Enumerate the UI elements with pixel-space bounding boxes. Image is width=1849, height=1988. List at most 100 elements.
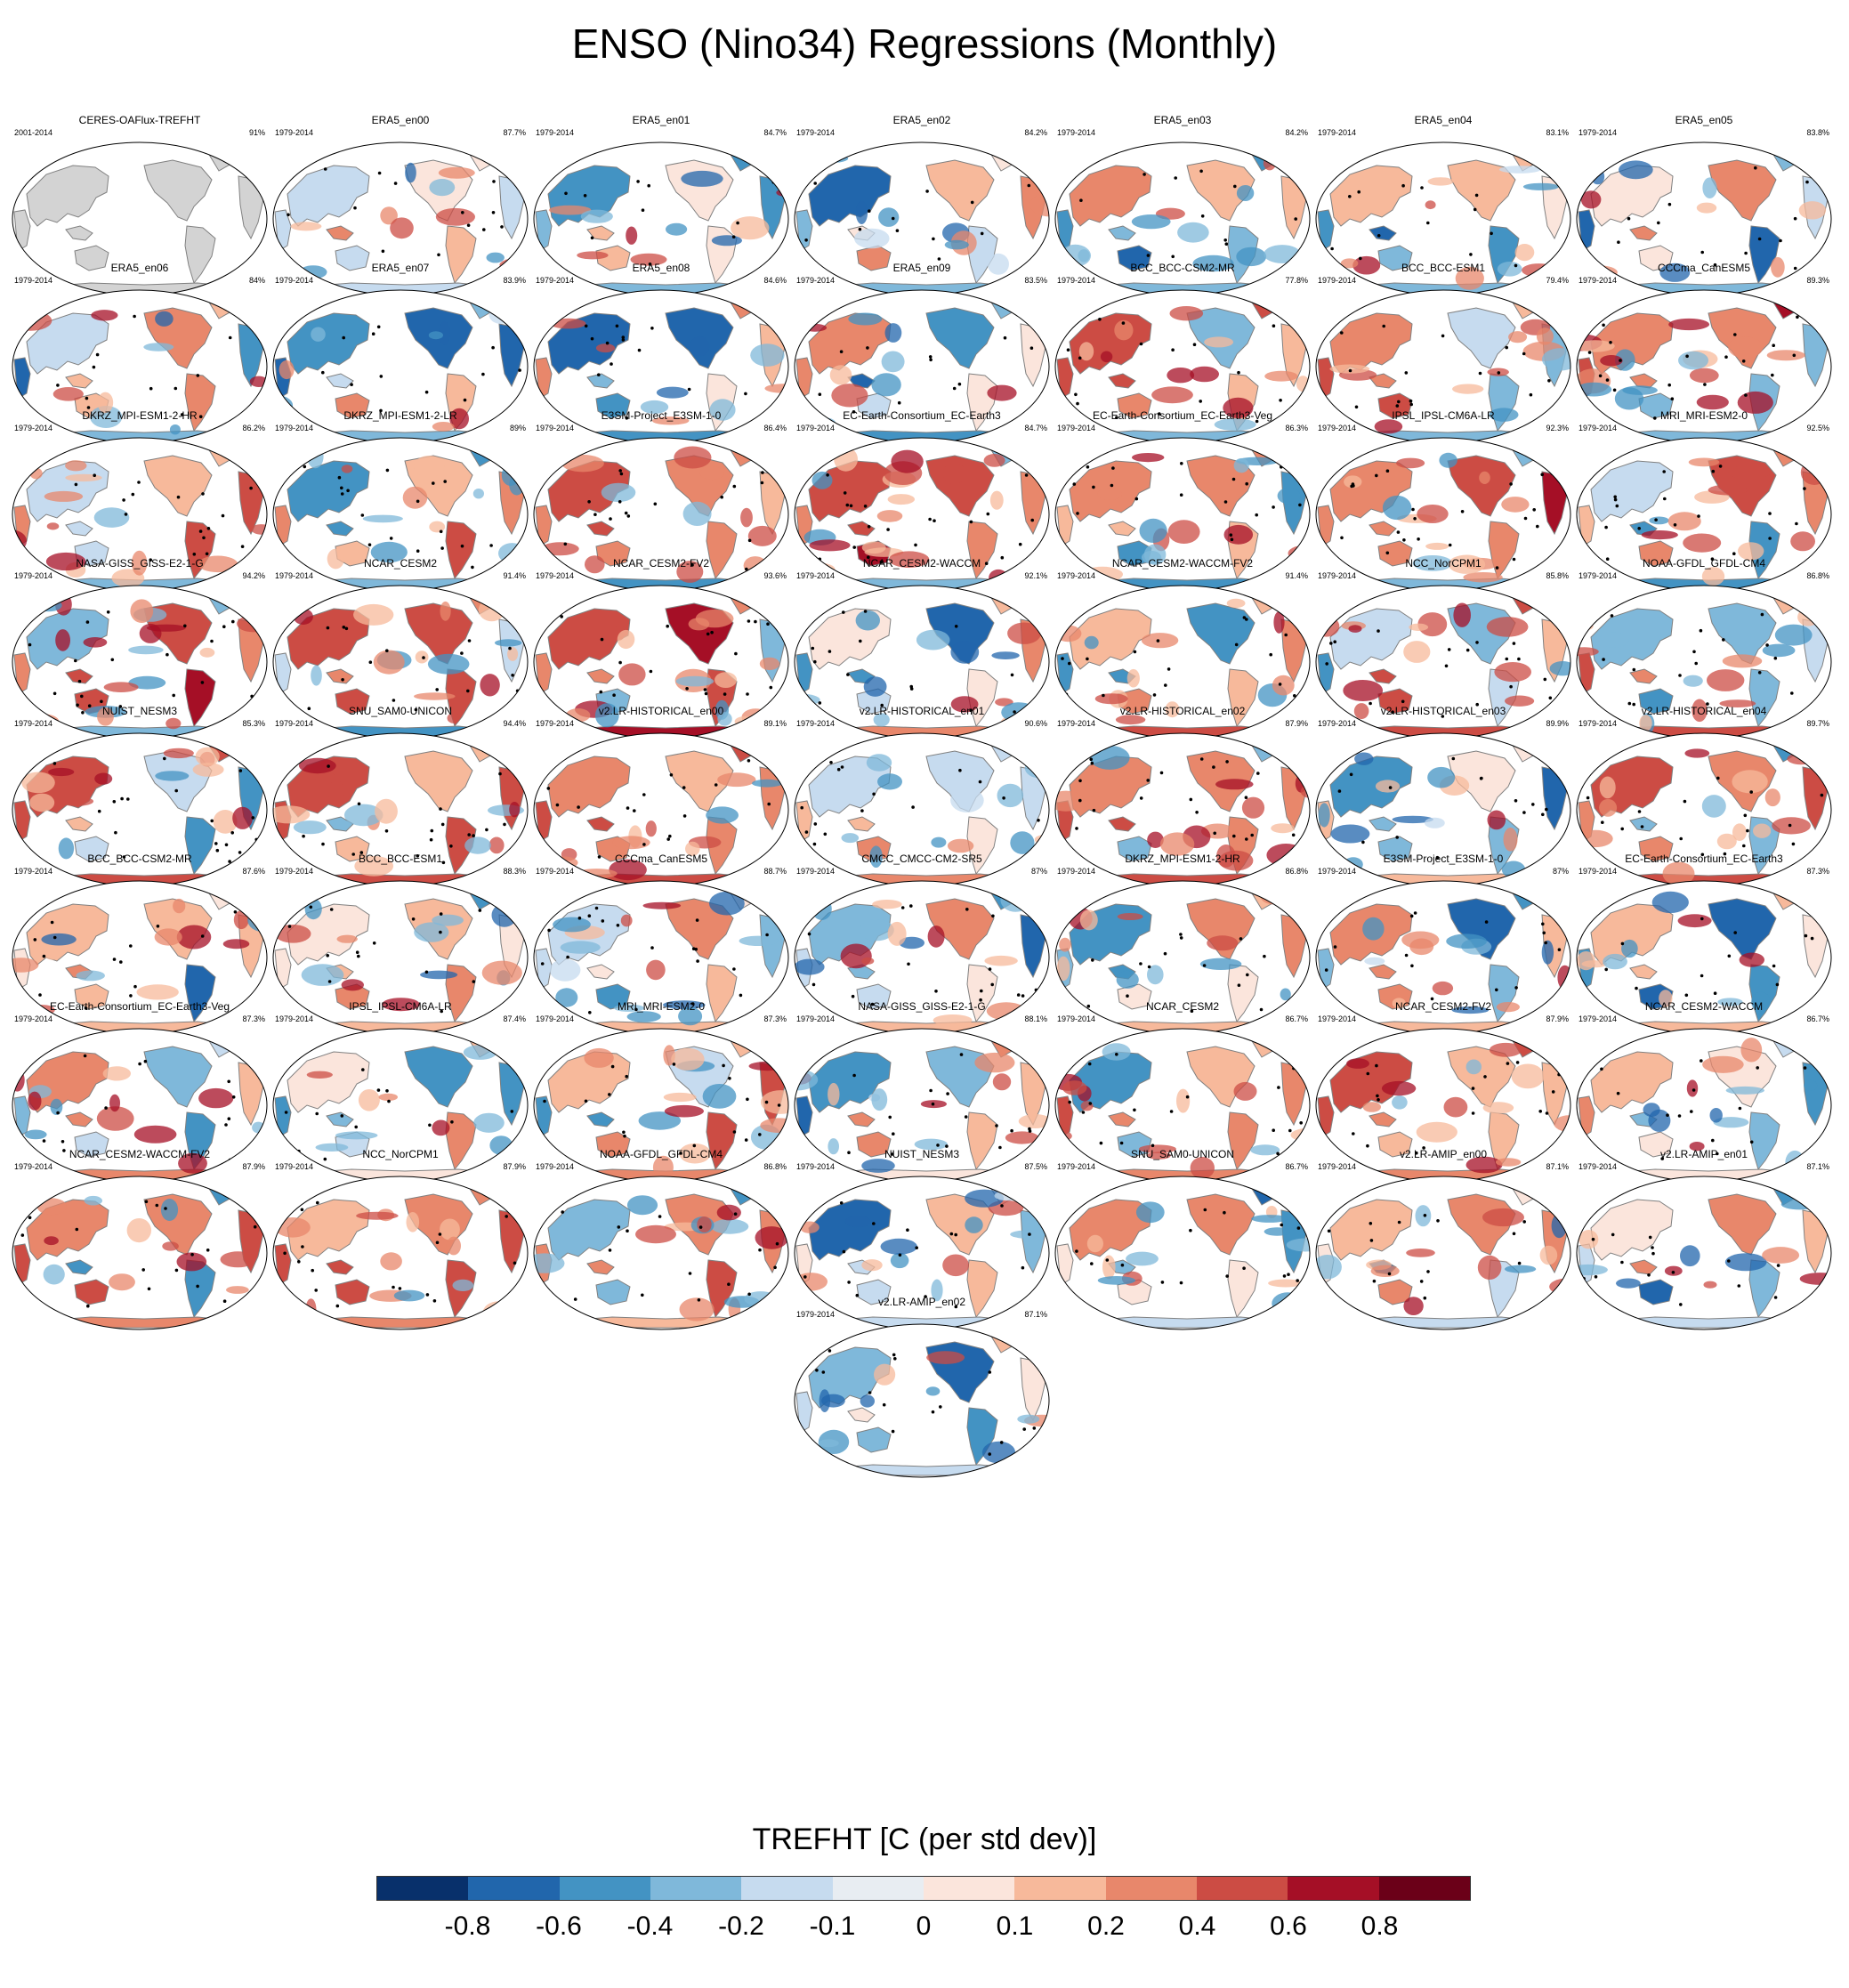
- shading-patch: [226, 1286, 249, 1294]
- land-region: [966, 1111, 998, 1171]
- panel-title: ERA5_en03: [1153, 114, 1212, 126]
- significance-dot: [440, 822, 445, 827]
- significance-dot: [1409, 914, 1414, 918]
- shading-patch: [950, 788, 984, 812]
- regression-map: [12, 289, 268, 444]
- significance-dot: [1375, 1063, 1378, 1068]
- significance-dot: [385, 649, 389, 652]
- shading-patch: [1577, 1204, 1591, 1222]
- significance-dot: [829, 761, 833, 764]
- land-region: [26, 1051, 109, 1113]
- significance-dot: [52, 762, 57, 765]
- significance-dot: [855, 1293, 860, 1297]
- significance-dot: [1410, 964, 1414, 968]
- significance-dot: [414, 707, 418, 712]
- significance-dot: [880, 703, 884, 707]
- colorbar-tick-label: 0.6: [1270, 1911, 1307, 1941]
- shading-patch: [1762, 1247, 1800, 1264]
- shading-patch: [131, 550, 148, 576]
- significance-dot: [542, 172, 546, 176]
- significance-dot: [1263, 954, 1266, 958]
- significance-dot: [998, 1145, 1002, 1150]
- panel-years: 1979-2014: [275, 867, 314, 876]
- significance-dot: [1692, 1088, 1696, 1092]
- shading-patch: [1427, 177, 1454, 186]
- shading-patch: [1102, 1255, 1116, 1280]
- significance-dot: [238, 769, 243, 772]
- shading-patch: [872, 900, 902, 909]
- shading-patch: [378, 1093, 398, 1102]
- shading-patch: [626, 1011, 661, 1022]
- significance-dot: [746, 692, 749, 696]
- regression-map: [12, 1176, 268, 1330]
- significance-dot: [110, 658, 115, 662]
- regression-map: [533, 585, 789, 739]
- significance-dot: [1255, 419, 1259, 424]
- significance-dot: [222, 1299, 227, 1303]
- significance-dot: [307, 707, 311, 710]
- significance-dot: [385, 1089, 389, 1093]
- significance-dot: [732, 967, 736, 971]
- panel-years: 1979-2014: [1057, 1162, 1096, 1171]
- regression-map: [12, 732, 268, 887]
- shading-patch: [1167, 368, 1195, 384]
- shading-patch: [1010, 831, 1035, 854]
- significance-dot: [623, 1134, 626, 1138]
- shading-patch: [682, 501, 712, 526]
- shading-patch: [878, 207, 900, 227]
- regression-map: [1315, 289, 1571, 444]
- shading-patch: [697, 1216, 712, 1232]
- significance-dot: [1441, 334, 1445, 338]
- significance-dot: [601, 919, 605, 923]
- shading-patch: [176, 1252, 207, 1272]
- significance-dot: [1171, 348, 1175, 352]
- colorbar-ticks: -0.8 -0.6 -0.4 -0.2 -0.1 0 0.1 0.2 0.4 0.6 0.8: [376, 1911, 1471, 1947]
- shading-patch: [1505, 1265, 1537, 1273]
- significance-dot: [1756, 1066, 1759, 1070]
- map-border: [1576, 1176, 1832, 1330]
- significance-dot: [650, 327, 654, 330]
- significance-dot: [970, 200, 974, 205]
- shading-patch: [1215, 779, 1254, 790]
- significance-dot: [1272, 505, 1275, 509]
- shading-patch: [1501, 497, 1530, 513]
- shading-patch: [992, 1073, 1012, 1091]
- land-region: [1377, 1131, 1413, 1158]
- significance-dot: [200, 681, 205, 684]
- shading-patch: [1032, 1438, 1049, 1462]
- panel-percent: 87.1%: [1806, 1162, 1829, 1171]
- shading-patch: [1094, 693, 1128, 705]
- significance-dot: [1171, 255, 1175, 259]
- significance-dot: [1474, 193, 1479, 198]
- significance-dot: [688, 1272, 692, 1275]
- significance-dot: [1357, 190, 1361, 194]
- regression-map: [1054, 585, 1311, 739]
- colorbar: [376, 1876, 1471, 1901]
- significance-dot: [925, 190, 929, 193]
- shading-patch: [481, 960, 522, 985]
- shading-patch: [1062, 1080, 1087, 1095]
- shading-patch: [382, 998, 420, 1012]
- significance-dot: [823, 832, 828, 836]
- significance-dot: [1119, 1141, 1124, 1145]
- significance-dot: [566, 955, 569, 959]
- panel-title: v2.LR-HISTORICAL_en04: [1641, 705, 1767, 717]
- significance-dot: [376, 325, 381, 329]
- land-region: [287, 460, 370, 522]
- significance-dot: [1409, 399, 1413, 403]
- significance-dot: [129, 994, 133, 998]
- significance-dot: [1352, 1132, 1355, 1135]
- significance-dot: [1742, 844, 1746, 848]
- significance-dot: [636, 180, 640, 183]
- shading-patch: [1649, 516, 1669, 525]
- shading-patch: [133, 1125, 177, 1144]
- significance-dot: [1444, 664, 1449, 668]
- significance-dot: [1133, 1108, 1136, 1112]
- shading-patch: [1117, 913, 1143, 920]
- colorbar-tick-label: 0.2: [1087, 1911, 1125, 1941]
- panel-title: EC-Earth-Consortium_EC-Earth3: [843, 409, 1001, 422]
- panel-title: ERA5_en09: [892, 262, 951, 274]
- shading-patch: [428, 331, 443, 340]
- significance-dot: [393, 182, 398, 185]
- land-region: [1629, 1259, 1658, 1275]
